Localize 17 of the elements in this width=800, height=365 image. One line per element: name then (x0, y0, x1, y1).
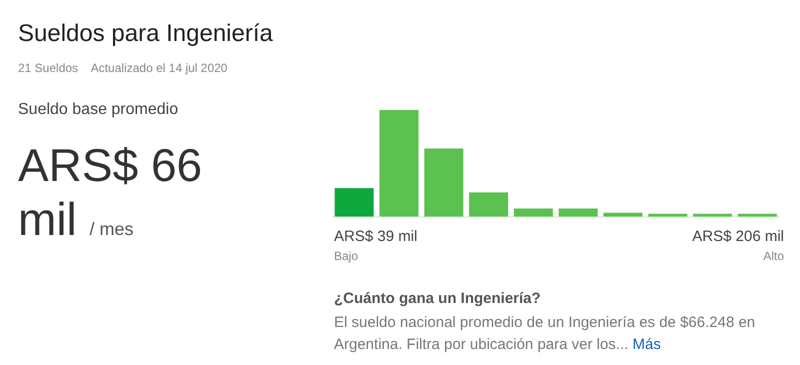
bar (603, 212, 642, 217)
text: ARS$ 39 mil (334, 228, 418, 245)
chart-title: Sueldos para Ingeniería (18, 20, 273, 48)
bar (514, 208, 553, 217)
text: Sueldo base promedio (18, 101, 178, 119)
text: / mes (90, 219, 134, 239)
text: 21 Sueldos Actualizado el 14 jul 2020 (18, 61, 228, 75)
text: Bajo (334, 249, 358, 263)
text: Alto (763, 249, 784, 263)
bar (424, 148, 464, 217)
bar (379, 110, 418, 217)
text: ARS$ 206 mil (692, 228, 784, 245)
text: Más (632, 336, 661, 353)
bar (469, 192, 508, 217)
text: ¿Cuánto gana un Ingeniería? (334, 290, 541, 307)
bar (334, 188, 374, 217)
bar (558, 208, 598, 217)
